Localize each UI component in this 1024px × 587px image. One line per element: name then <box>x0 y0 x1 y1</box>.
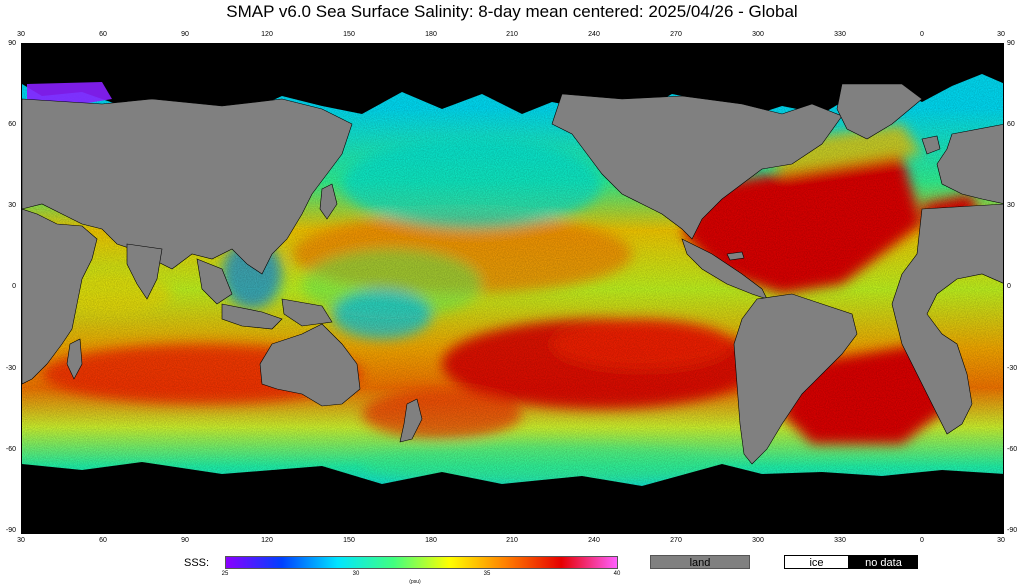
lon-label-bottom: 210 <box>506 537 518 544</box>
lon-label-bottom: 30 <box>997 537 1005 544</box>
lon-label-top: 60 <box>99 31 107 38</box>
antarctic-no-data <box>22 462 1003 533</box>
lat-label-left: 60 <box>8 121 16 128</box>
arctic-no-data <box>22 44 1003 119</box>
lat-label-left: -60 <box>5 446 16 453</box>
lon-label-top: 30 <box>17 31 25 38</box>
colorbar-tick: 35 <box>483 571 491 577</box>
land-masses <box>22 83 1003 465</box>
lon-label-bottom: 30 <box>17 537 25 544</box>
lon-label-bottom: 270 <box>670 537 682 544</box>
lon-label-bottom: 60 <box>99 537 107 544</box>
nodata-legend-box: no data <box>849 555 918 569</box>
colorbar-tick: 25 <box>221 571 229 577</box>
salinity-map-graphic <box>22 44 1003 533</box>
colorbar-unit: (psu) <box>409 579 421 585</box>
lon-label-top: 0 <box>920 31 924 38</box>
lon-label-top: 270 <box>670 31 682 38</box>
lon-label-bottom: 300 <box>752 537 764 544</box>
lat-label-right: 0 <box>1007 283 1011 290</box>
lon-label-top: 210 <box>506 31 518 38</box>
map-title: SMAP v6.0 Sea Surface Salinity: 8-day me… <box>226 2 798 21</box>
lon-label-top: 240 <box>588 31 600 38</box>
lat-label-left: -90 <box>5 527 16 534</box>
lat-label-right: 90 <box>1007 40 1015 47</box>
lat-label-left: -30 <box>5 365 16 372</box>
land-legend-box: land <box>650 555 750 569</box>
lon-label-top: 180 <box>425 31 437 38</box>
lon-label-top: 300 <box>752 31 764 38</box>
lat-label-right: 30 <box>1007 202 1015 209</box>
lat-label-right: 60 <box>1007 121 1015 128</box>
salinity-colorbar <box>225 556 618 569</box>
lon-label-top: 90 <box>181 31 189 38</box>
lon-label-bottom: 240 <box>588 537 600 544</box>
lat-label-left: 90 <box>8 40 16 47</box>
lat-label-right: -90 <box>1007 527 1018 534</box>
lon-label-top: 150 <box>343 31 355 38</box>
lon-label-bottom: 0 <box>920 537 924 544</box>
branding-rule-icon <box>44 487 206 522</box>
branding-name: Remote Sensing Systems <box>44 491 171 503</box>
lon-label-bottom: 150 <box>343 537 355 544</box>
colorbar-tick: 40 <box>613 571 621 577</box>
ice-legend-box: ice <box>784 555 849 569</box>
lon-label-bottom: 90 <box>181 537 189 544</box>
lon-label-bottom: 180 <box>425 537 437 544</box>
lon-label-top: 330 <box>834 31 846 38</box>
sss-label: SSS: <box>184 557 210 569</box>
colorbar-tick: 30 <box>352 571 360 577</box>
lon-label-top: 120 <box>261 31 273 38</box>
salinity-map <box>21 43 1004 534</box>
lat-label-right: -30 <box>1007 365 1018 372</box>
lon-label-bottom: 330 <box>834 537 846 544</box>
lat-label-left: 0 <box>12 283 16 290</box>
lon-label-top: 30 <box>997 31 1005 38</box>
lat-label-right: -60 <box>1007 446 1018 453</box>
branding-url: www.remss.com <box>44 512 125 524</box>
lat-label-left: 30 <box>8 202 16 209</box>
lon-label-bottom: 120 <box>261 537 273 544</box>
